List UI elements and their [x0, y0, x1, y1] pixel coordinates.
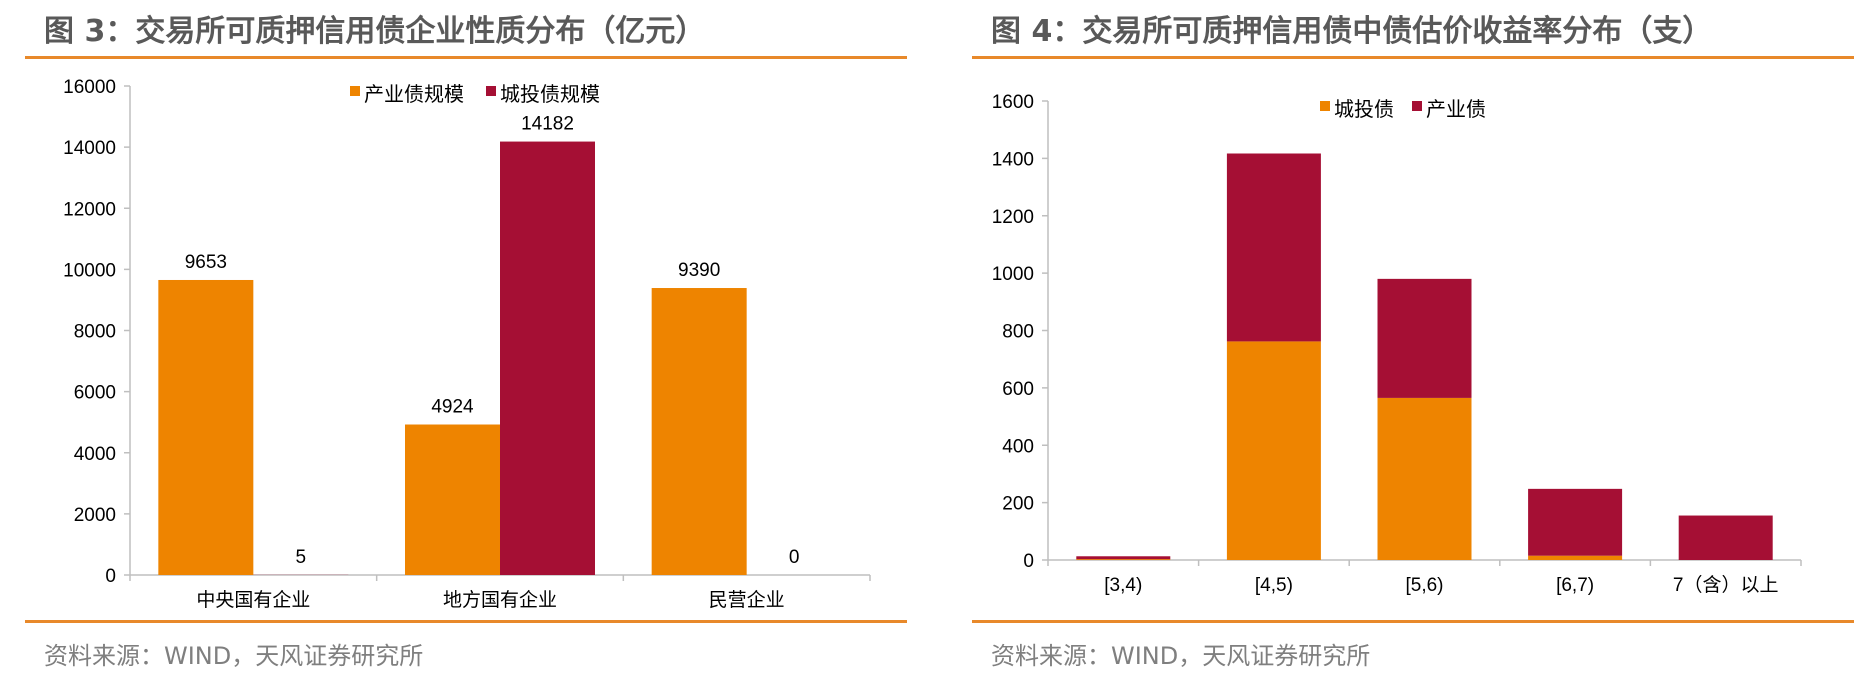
- y-tick-label: 400: [1002, 436, 1034, 457]
- bar-industrial: [405, 424, 500, 575]
- x-tick-label: 中央国有企业: [196, 589, 310, 611]
- legend-label: 城投债: [1334, 98, 1394, 121]
- data-label: 0: [789, 547, 800, 568]
- y-tick-label: 16000: [63, 77, 116, 98]
- y-tick-label: 2000: [74, 505, 116, 526]
- source-rule: [972, 620, 1854, 623]
- y-tick-label: 800: [1002, 322, 1034, 343]
- data-label: 9390: [678, 260, 720, 281]
- legend-swatch: [486, 86, 496, 96]
- data-label: 9653: [185, 252, 227, 273]
- y-tick-label: 8000: [74, 322, 116, 343]
- legend-label: 产业债规模: [364, 83, 464, 106]
- title-rule: [972, 56, 1854, 59]
- y-tick-label: 4000: [74, 444, 116, 465]
- bar-segment-industrial: [1076, 556, 1171, 560]
- bar-segment-industrial: [1226, 153, 1321, 342]
- y-tick-label: 12000: [63, 199, 116, 220]
- bar-segment-industrial: [1678, 515, 1773, 560]
- y-tick-label: 6000: [74, 383, 116, 404]
- figure-3-panel: 图 3：交易所可质押信用债企业性质分布（亿元） 0 2000 4000 6000 800…: [0, 0, 907, 679]
- bar-segment-chengtou: [1076, 559, 1171, 560]
- x-tick-label: [4,5): [1255, 575, 1293, 596]
- figure-4-title: 图 4：交易所可质押信用债中债估价收益率分布（支）: [991, 14, 1713, 49]
- y-tick-label: 0: [105, 566, 116, 587]
- bar-industrial: [158, 279, 254, 575]
- legend-label: 产业债: [1426, 98, 1486, 121]
- legend-swatch: [1320, 101, 1330, 111]
- y-tick-label: 1600: [992, 92, 1034, 113]
- legend-swatch: [350, 86, 360, 96]
- y-tick-label: 1200: [992, 207, 1034, 228]
- x-tick-label: [5,6): [1405, 575, 1443, 596]
- figure-3-title: 图 3：交易所可质押信用债企业性质分布（亿元）: [44, 14, 706, 49]
- figure-4-panel: 图 4：交易所可质押信用债中债估价收益率分布（支） 0 200 400 600 800 1…: [947, 0, 1854, 679]
- data-label: 5: [296, 547, 307, 568]
- bar-segment-chengtou: [1226, 341, 1321, 560]
- y-tick-label: 10000: [63, 260, 116, 281]
- title-rule: [25, 56, 907, 59]
- y-tick-label: 600: [1002, 379, 1034, 400]
- data-label: 14182: [521, 114, 574, 135]
- y-tick-label: 0: [1023, 551, 1034, 572]
- y-tick-label: 1000: [992, 264, 1034, 285]
- figure-4-chart: 0 200 400 600 800 1000 1200 1400 1600 [3,4) [4,5) […: [992, 92, 1802, 596]
- x-tick-label: 7（含）以上: [1673, 574, 1779, 596]
- x-tick-label: 地方国有企业: [443, 589, 557, 611]
- y-tick-label: 200: [1002, 494, 1034, 515]
- bar-segment-chengtou: [1377, 397, 1472, 560]
- source-rule: [25, 620, 907, 623]
- data-label: 4924: [431, 397, 474, 418]
- bar-segment-industrial: [1528, 488, 1623, 556]
- y-tick-label: 1400: [992, 149, 1034, 170]
- y-tick-label: 14000: [63, 138, 116, 159]
- bar-segment-chengtou: [1528, 555, 1623, 560]
- x-tick-label: [3,4): [1104, 575, 1142, 596]
- figure-3-chart: 0 2000 4000 6000 8000 10000 12000 14000 16000 中央国…: [63, 77, 871, 611]
- legend-swatch: [1412, 101, 1422, 111]
- bar-segment-industrial: [1377, 278, 1472, 398]
- bar-chengtou: [500, 141, 595, 575]
- x-tick-label: 民营企业: [709, 589, 785, 611]
- figure-3-source: 资料来源：WIND，天风证券研究所: [44, 642, 424, 670]
- x-tick-label: [6,7): [1556, 575, 1594, 596]
- legend-label: 城投债规模: [500, 83, 600, 106]
- bar-industrial: [651, 288, 747, 575]
- figure-4-source: 资料来源：WIND，天风证券研究所: [991, 642, 1371, 670]
